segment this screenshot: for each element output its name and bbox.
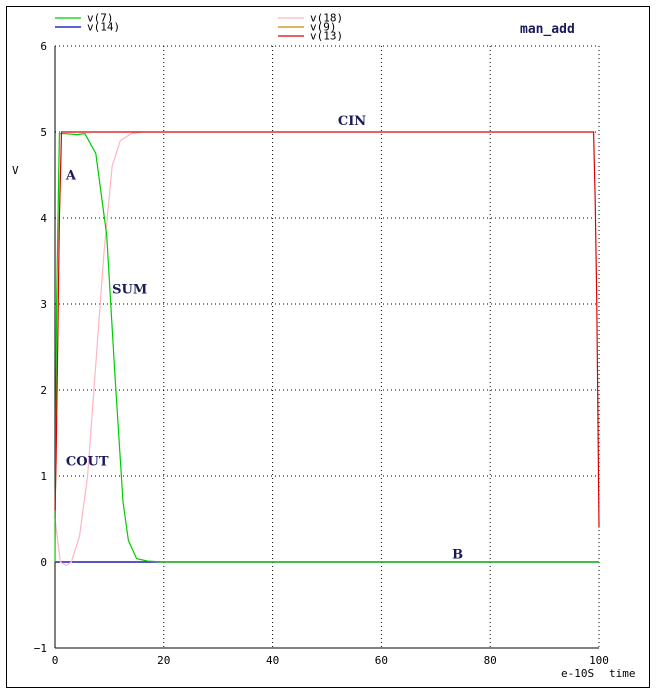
y-tick-label: 6 — [40, 40, 47, 53]
annotation-label: A — [65, 168, 77, 183]
x-tick-label: 80 — [484, 654, 497, 667]
legend-entry: v(7) — [87, 12, 114, 25]
y-tick-label: −1 — [34, 642, 47, 655]
series-layer — [54, 131, 600, 567]
y-tick-label: 2 — [40, 384, 47, 397]
legend-entry: v(14) — [87, 21, 120, 34]
y-tick-label: 4 — [40, 212, 47, 225]
legend: v(7)v(14) v(18)v(9)v(13) — [55, 12, 343, 43]
series-line-v13 — [54, 131, 600, 528]
series-line-v18 — [54, 131, 143, 567]
x-tick-label: 40 — [266, 654, 279, 667]
legend-entry: v(18) — [310, 12, 343, 25]
x-tick-label: 20 — [157, 654, 170, 667]
annotation-label: SUM — [112, 283, 147, 298]
x-tick-label: 100 — [589, 654, 609, 667]
y-tick-label: 3 — [40, 298, 47, 311]
plot-frame — [6, 6, 650, 688]
x-scale-label: e-10S — [561, 667, 594, 680]
x-axis-label: time — [609, 667, 636, 680]
annotation-label: B — [452, 548, 463, 563]
y-tick-label: 0 — [40, 556, 47, 569]
axes: 0 20 40 60 80 100 6 5 4 3 2 1 0 −1 — [34, 40, 609, 667]
y-tick-label: 5 — [40, 126, 47, 139]
y-tick-label: 1 — [40, 470, 47, 483]
legend-entry: v(13) — [310, 30, 343, 43]
series-line-v7 — [54, 133, 599, 563]
chart-title: man_add — [520, 22, 575, 37]
x-tick-label: 0 — [52, 654, 59, 667]
x-tick-label: 60 — [375, 654, 388, 667]
annotations: CIN A SUM COUT B — [65, 114, 463, 562]
annotation-label: COUT — [66, 455, 109, 470]
legend-entry: v(9) — [310, 21, 337, 34]
annotation-label: CIN — [338, 114, 366, 129]
y-axis-label: V — [12, 164, 19, 177]
